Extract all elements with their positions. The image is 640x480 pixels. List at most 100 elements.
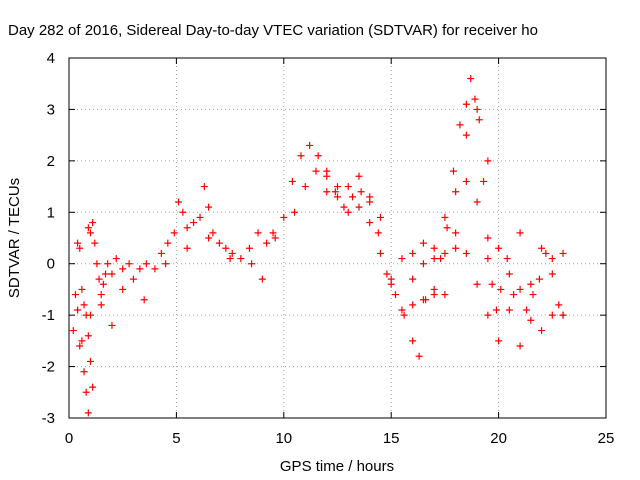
data-points [69, 75, 567, 417]
data-point [538, 327, 546, 335]
data-point [441, 249, 449, 257]
y-tick-label: 4 [47, 50, 55, 67]
data-point [254, 229, 262, 237]
data-point [535, 275, 543, 283]
data-point [398, 306, 406, 314]
data-point [301, 183, 309, 191]
data-point [97, 301, 105, 309]
data-point [419, 260, 427, 268]
data-point [415, 352, 423, 360]
data-point [462, 249, 470, 257]
y-tick-label: 2 [47, 153, 55, 170]
data-point [475, 116, 483, 124]
data-point [443, 224, 451, 232]
data-point [516, 229, 524, 237]
data-point [248, 260, 256, 268]
data-point [314, 152, 322, 160]
data-point [538, 244, 546, 252]
data-point [542, 249, 550, 257]
data-point [99, 280, 107, 288]
x-tick-label: 10 [275, 430, 292, 447]
x-axis-label: GPS time / hours [280, 458, 394, 475]
data-point [462, 177, 470, 185]
data-point [441, 291, 449, 299]
data-point [505, 270, 513, 278]
data-point [71, 291, 79, 299]
data-point [471, 95, 479, 103]
data-point [391, 291, 399, 299]
data-point [258, 275, 266, 283]
data-point [452, 229, 460, 237]
data-point [157, 249, 165, 257]
data-point [74, 239, 82, 247]
data-point [179, 208, 187, 216]
data-point [80, 368, 88, 376]
data-point [452, 244, 460, 252]
data-point [555, 301, 563, 309]
data-point [93, 260, 101, 268]
data-point [430, 255, 438, 263]
data-point [495, 337, 503, 345]
data-point [245, 244, 253, 252]
data-point [91, 239, 99, 247]
data-point [467, 75, 475, 83]
data-point [409, 337, 417, 345]
data-point [95, 275, 103, 283]
y-tick-labels: -3 -2 -1 0 1 2 3 4 [42, 50, 55, 427]
data-point [269, 229, 277, 237]
data-point [527, 316, 535, 324]
data-point [516, 285, 524, 293]
data-point [136, 265, 144, 273]
y-tick-label: -1 [42, 307, 55, 324]
data-point [376, 213, 384, 221]
y-tick-label: -3 [42, 410, 55, 427]
data-point [119, 265, 127, 273]
x-tick-label: 15 [383, 430, 400, 447]
data-point [344, 183, 352, 191]
data-point [183, 224, 191, 232]
data-point [527, 280, 535, 288]
data-point [84, 224, 92, 232]
data-point [400, 311, 408, 319]
data-point [209, 229, 217, 237]
data-point [559, 249, 567, 257]
chart-title: Day 282 of 2016, Sidereal Day-to-day VTE… [8, 22, 538, 39]
data-point [505, 306, 513, 314]
x-tick-label: 20 [490, 430, 507, 447]
data-point [323, 188, 331, 196]
data-point [263, 239, 271, 247]
data-point [492, 306, 500, 314]
data-point [89, 219, 97, 227]
data-point [102, 270, 110, 278]
data-point [419, 239, 427, 247]
data-point [437, 255, 445, 263]
data-point [89, 383, 97, 391]
data-point [374, 229, 382, 237]
data-point [306, 141, 314, 149]
data-point [488, 280, 496, 288]
data-point [129, 275, 137, 283]
data-point [355, 203, 363, 211]
data-point [190, 219, 198, 227]
data-point [516, 342, 524, 350]
grid-lines [69, 58, 606, 418]
data-point [398, 255, 406, 263]
x-tick-label: 5 [172, 430, 180, 447]
data-point [334, 193, 341, 201]
data-point [449, 167, 457, 175]
data-point [271, 234, 279, 242]
data-point [312, 167, 320, 175]
data-point [510, 291, 518, 299]
data-point [473, 105, 481, 113]
data-point [484, 311, 492, 319]
data-point [323, 172, 331, 180]
data-point [84, 409, 92, 417]
data-point [441, 213, 449, 221]
data-point [108, 270, 116, 278]
data-point [125, 260, 133, 268]
y-tick-label: 1 [47, 204, 55, 221]
data-point [523, 306, 531, 314]
data-point [175, 198, 183, 206]
data-point [548, 270, 556, 278]
y-axis-label: SDTVAR / TECUs [6, 178, 23, 298]
